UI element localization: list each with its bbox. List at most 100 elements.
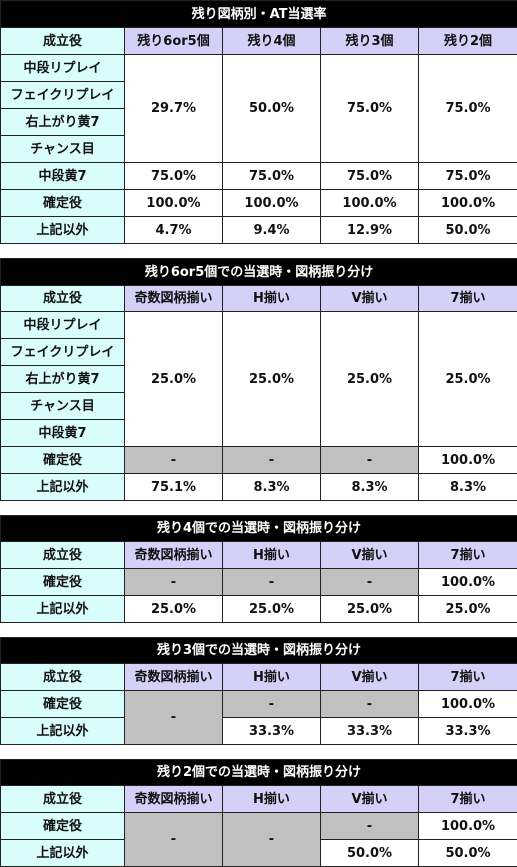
table-distribution-6or5: 残り6or5個での当選時・図柄振り分け 成立役 奇数図柄揃い H揃い V揃い 7…	[0, 258, 517, 501]
role-label: 上記以外	[1, 474, 125, 501]
value-cell: 25.0%	[223, 596, 321, 623]
section-gap	[0, 745, 517, 759]
value-cell: 33.3%	[223, 718, 321, 745]
role-label: 確定役	[1, 813, 125, 840]
column-header: 7揃い	[419, 786, 517, 813]
section-gap	[0, 501, 517, 515]
role-label: 確定役	[1, 190, 125, 217]
column-header: 成立役	[1, 786, 125, 813]
value-cell: 50.0%	[321, 840, 419, 867]
value-cell: 100.0%	[419, 691, 517, 718]
role-label: 中段黄7	[1, 420, 125, 447]
role-label: 中段リプレイ	[1, 312, 125, 339]
value-cell: 29.7%	[125, 55, 223, 163]
role-label: 中段黄7	[1, 163, 125, 190]
value-cell: 100.0%	[419, 813, 517, 840]
empty-cell: -	[223, 569, 321, 596]
value-cell: 75.0%	[223, 163, 321, 190]
table-title: 残り6or5個での当選時・図柄振り分け	[1, 259, 517, 286]
value-cell: 9.4%	[223, 217, 321, 244]
empty-cell: -	[321, 569, 419, 596]
role-label: 上記以外	[1, 718, 125, 745]
section-gap	[0, 623, 517, 637]
column-header: 奇数図柄揃い	[125, 286, 223, 312]
table-distribution-2: 残り2個での当選時・図柄振り分け 成立役 奇数図柄揃い H揃い V揃い 7揃い …	[0, 759, 517, 867]
role-label: チャンス目	[1, 393, 125, 420]
column-header: 7揃い	[419, 664, 517, 691]
column-header: 7揃い	[419, 286, 517, 312]
empty-cell: -	[125, 813, 223, 867]
empty-cell: -	[125, 569, 223, 596]
column-header: H揃い	[223, 286, 321, 312]
column-header: 奇数図柄揃い	[125, 786, 223, 813]
value-cell: 100.0%	[125, 190, 223, 217]
role-label: 上記以外	[1, 596, 125, 623]
column-header: 残り2個	[419, 28, 517, 55]
column-header: 7揃い	[419, 542, 517, 569]
table-title: 残り図柄別・AT当選率	[1, 1, 517, 28]
value-cell: 100.0%	[419, 447, 517, 474]
table-distribution-3: 残り3個での当選時・図柄振り分け 成立役 奇数図柄揃い H揃い V揃い 7揃い …	[0, 637, 517, 745]
value-cell: 25.0%	[419, 596, 517, 623]
value-cell: 75.0%	[321, 55, 419, 163]
column-header: 残り6or5個	[125, 28, 223, 55]
empty-cell: -	[223, 447, 321, 474]
value-cell: 50.0%	[419, 217, 517, 244]
role-label: 中段リプレイ	[1, 55, 125, 82]
column-header: V揃い	[321, 542, 419, 569]
role-label: 右上がり黄7	[1, 366, 125, 393]
value-cell: 50.0%	[419, 840, 517, 867]
column-header: H揃い	[223, 664, 321, 691]
value-cell: 100.0%	[419, 190, 517, 217]
empty-cell: -	[223, 691, 321, 718]
value-cell: 75.0%	[419, 163, 517, 190]
value-cell: 4.7%	[125, 217, 223, 244]
table-title: 残り2個での当選時・図柄振り分け	[1, 760, 517, 786]
value-cell: 8.3%	[419, 474, 517, 501]
value-cell: 25.0%	[125, 596, 223, 623]
column-header: 成立役	[1, 664, 125, 691]
column-header: V揃い	[321, 664, 419, 691]
role-label: チャンス目	[1, 136, 125, 163]
value-cell: 75.1%	[125, 474, 223, 501]
column-header: 残り3個	[321, 28, 419, 55]
column-header: 奇数図柄揃い	[125, 664, 223, 691]
value-cell: 75.0%	[321, 163, 419, 190]
value-cell: 75.0%	[419, 55, 517, 163]
column-header: V揃い	[321, 786, 419, 813]
value-cell: 25.0%	[125, 312, 223, 447]
role-label: 右上がり黄7	[1, 109, 125, 136]
value-cell: 100.0%	[321, 190, 419, 217]
value-cell: 12.9%	[321, 217, 419, 244]
column-header: 成立役	[1, 542, 125, 569]
role-label: 確定役	[1, 447, 125, 474]
value-cell: 25.0%	[223, 312, 321, 447]
value-cell: 25.0%	[419, 312, 517, 447]
value-cell: 8.3%	[223, 474, 321, 501]
table-title: 残り3個での当選時・図柄振り分け	[1, 638, 517, 664]
value-cell: 100.0%	[223, 190, 321, 217]
column-header: 残り4個	[223, 28, 321, 55]
empty-cell: -	[125, 691, 223, 745]
value-cell: 100.0%	[419, 569, 517, 596]
table-title: 残り4個での当選時・図柄振り分け	[1, 516, 517, 542]
empty-cell: -	[321, 447, 419, 474]
value-cell: 8.3%	[321, 474, 419, 501]
value-cell: 33.3%	[419, 718, 517, 745]
role-label: 上記以外	[1, 840, 125, 867]
role-label: 確定役	[1, 691, 125, 718]
column-header: H揃い	[223, 542, 321, 569]
table-distribution-4: 残り4個での当選時・図柄振り分け 成立役 奇数図柄揃い H揃い V揃い 7揃い …	[0, 515, 517, 623]
empty-cell: -	[125, 447, 223, 474]
empty-cell: -	[321, 691, 419, 718]
value-cell: 25.0%	[321, 596, 419, 623]
value-cell: 25.0%	[321, 312, 419, 447]
role-label: フェイクリプレイ	[1, 339, 125, 366]
section-gap	[0, 244, 517, 258]
column-header: V揃い	[321, 286, 419, 312]
empty-cell: -	[321, 813, 419, 840]
value-cell: 33.3%	[321, 718, 419, 745]
empty-cell: -	[223, 813, 321, 867]
value-cell: 50.0%	[223, 55, 321, 163]
value-cell: 75.0%	[125, 163, 223, 190]
